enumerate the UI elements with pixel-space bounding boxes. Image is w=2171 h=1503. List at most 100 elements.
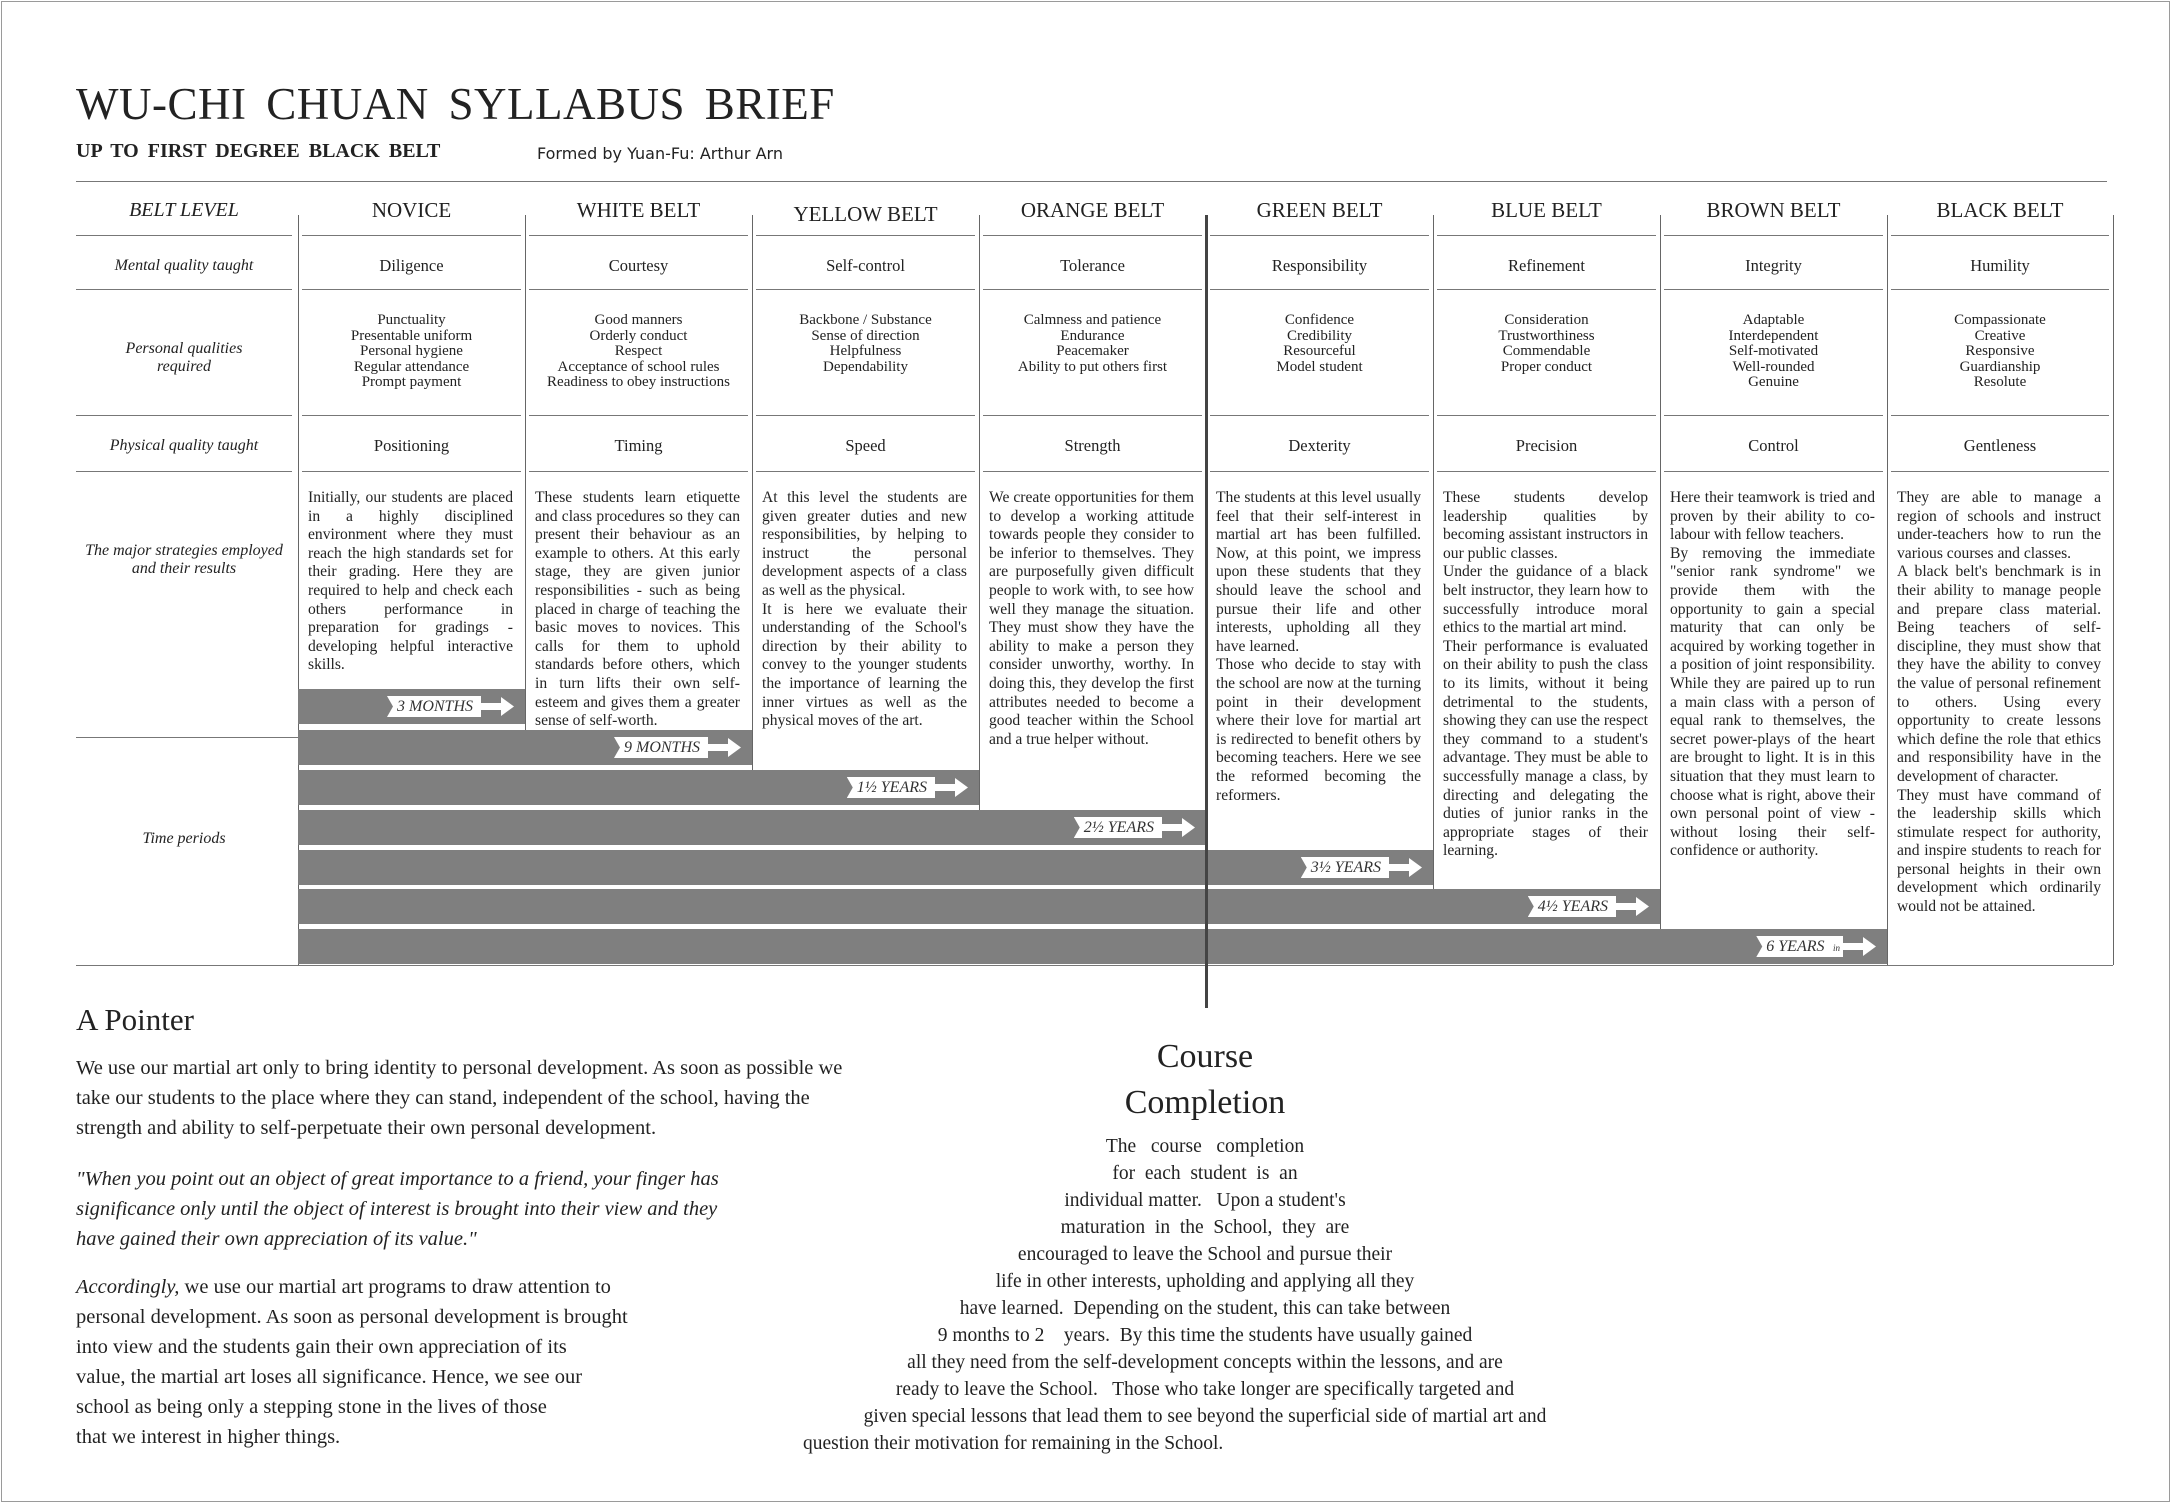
time-label: 9 MONTHS: [613, 736, 742, 759]
column-divider: [1660, 215, 1661, 929]
time-label-text: 1½ YEARS: [846, 777, 935, 798]
quality-item: Calmness and patience: [1023, 312, 1162, 328]
arrow-right-icon: [708, 738, 741, 757]
row-divider: [756, 471, 975, 472]
strategy-paragraph: The students at this level usually feel …: [1216, 489, 1421, 655]
time-label: 3 MONTHS: [386, 695, 515, 718]
quality-item: Self-motivated: [1728, 343, 1819, 360]
course-completion-line: life in other interests, upholding and a…: [995, 1271, 1415, 1292]
course-completion-line: given special lessons that lead them to …: [863, 1406, 1547, 1427]
course-completion-line: for each student is an: [1112, 1163, 1298, 1184]
row-divider: [756, 235, 975, 236]
course-completion-line: all they need from the self-development …: [907, 1352, 1503, 1373]
quality-item: Good manners: [594, 312, 683, 328]
physical-quality: Speed: [845, 436, 886, 455]
column-divider: [752, 215, 753, 770]
course-completion-marker-line: [1205, 215, 1208, 1008]
time-label-text: 2½ YEARS: [1073, 817, 1162, 838]
quality-item: Respect: [614, 343, 663, 360]
quality-item: Peacemaker: [1056, 343, 1129, 360]
row-divider: [983, 235, 1202, 236]
time-label-text: 9 MONTHS: [613, 737, 708, 758]
pointer-paragraph-line: into view and the students gain their ow…: [76, 1336, 567, 1358]
time-period-bar: 1½ YEARS: [298, 770, 979, 805]
row-divider: [76, 415, 292, 416]
course-completion-line: ready to leave the School. Those who tak…: [895, 1379, 1515, 1400]
label-personal-qualities: Personal qualities required: [125, 340, 243, 375]
time-period-bar: 9 MONTHS: [298, 730, 752, 765]
label-belt-level: BELT LEVEL: [129, 199, 239, 221]
arrow-right-icon: [1843, 937, 1876, 956]
personal-qualities: Compassionate Creative Responsive Guardians…: [1887, 312, 2113, 391]
quality-item: Interdependent: [1728, 327, 1819, 344]
row-divider: [302, 471, 521, 472]
course-completion-heading-1: Course: [1156, 1038, 1254, 1075]
row-divider: [756, 415, 975, 416]
mental-quality: Tolerance: [1060, 256, 1125, 275]
row-divider: [529, 471, 748, 472]
course-completion-line: encouraged to leave the School and pursu…: [1017, 1244, 1393, 1265]
label-strategies: The major strategies employed and their …: [85, 542, 283, 577]
mental-quality: Diligence: [379, 256, 444, 275]
time-period-bar: 4½ YEARS: [298, 889, 1660, 924]
time-label-text: 6 YEARS: [1756, 936, 1833, 957]
quality-item: Creative: [1974, 327, 2026, 344]
quality-item: Guardianship: [1959, 358, 2041, 375]
physical-quality: Dexterity: [1288, 436, 1351, 455]
column-divider: [979, 215, 980, 810]
row-divider: [302, 289, 521, 290]
pointer-text-span: we use our martial art programs to draw …: [179, 1276, 611, 1298]
row-divider: [76, 471, 292, 472]
quality-item: Trustworthiness: [1498, 327, 1595, 344]
personal-qualities: Backbone / Substance Sense of direction He…: [752, 312, 979, 375]
pointer-paragraph-line: We use our martial art only to bring ide…: [76, 1057, 843, 1079]
belt-name: NOVICE: [371, 198, 452, 222]
mental-quality: Courtesy: [608, 256, 669, 275]
pointer-heading: A Pointer: [76, 1002, 194, 1037]
quality-item: Adaptable: [1742, 312, 1805, 328]
belt-name: BLACK BELT: [1936, 198, 2064, 222]
strategy-text: They are able to manage a region of scho…: [1897, 489, 2101, 917]
course-completion-line: 9 months to 2 years. By this time the st…: [937, 1325, 1473, 1346]
strategy-paragraph: A black belt's benchmark is in their abi…: [1897, 563, 2101, 785]
quality-item: Backbone / Substance: [799, 312, 932, 328]
strategy-paragraph: It is here we evaluate their understandi…: [762, 600, 967, 730]
pointer-paragraph-line: Accordingly, we use our martial art prog…: [76, 1272, 611, 1302]
strategy-paragraph: Initially, our students are placed in a …: [308, 489, 513, 674]
mental-quality: Responsibility: [1271, 256, 1368, 275]
mental-quality: Refinement: [1508, 256, 1585, 275]
row-divider: [302, 415, 521, 416]
row-divider: [1210, 235, 1429, 236]
column-divider: [525, 215, 526, 730]
quality-item: Model student: [1276, 358, 1363, 375]
row-divider: [1437, 235, 1656, 236]
quality-item: Prompt payment: [361, 374, 462, 391]
row-divider: [1664, 289, 1883, 290]
column-divider: [2113, 215, 2114, 965]
pointer-paragraph-line: school as being only a stepping stone in…: [76, 1396, 547, 1418]
row-divider: [76, 235, 292, 236]
personal-qualities: Consideration Trustworthiness Commendable P…: [1433, 312, 1660, 375]
strategy-paragraph: These students develop leadership qualit…: [1443, 489, 1648, 562]
belt-name: ORANGE BELT: [1020, 198, 1165, 222]
course-completion-line: have learned. Depending on the student, …: [959, 1298, 1451, 1319]
pointer-paragraph-line: that we interest in higher things.: [76, 1426, 341, 1448]
strategy-text: Initially, our students are placed in a …: [308, 489, 513, 675]
course-completion-line: individual matter. Upon a student's: [1064, 1190, 1346, 1211]
quality-item: Readiness to obey instructions: [547, 374, 730, 391]
quality-item: Resolute: [1973, 374, 2027, 391]
personal-qualities: Adaptable Interdependent Self-motivated Wel…: [1660, 312, 1887, 391]
arrow-right-icon: [935, 778, 968, 797]
quality-item: Compassionate: [1954, 312, 2046, 328]
row-divider: [1210, 471, 1429, 472]
quality-item: Acceptance of school rules: [557, 358, 720, 375]
row-divider: [1891, 415, 2109, 416]
strategy-paragraph: Those who decide to stay with the school…: [1216, 656, 1421, 804]
physical-quality: Gentleness: [1963, 436, 2037, 455]
row-divider: [1664, 235, 1883, 236]
time-label: 4½ YEARS: [1527, 895, 1650, 918]
belt-name: BLUE BELT: [1491, 198, 1602, 222]
author-credit: Formed by Yuan-Fu: Arthur Arn: [537, 144, 783, 163]
page-subtitle: UP TO FIRST DEGREE BLACK BELT: [76, 140, 441, 162]
row-divider: [1437, 289, 1656, 290]
